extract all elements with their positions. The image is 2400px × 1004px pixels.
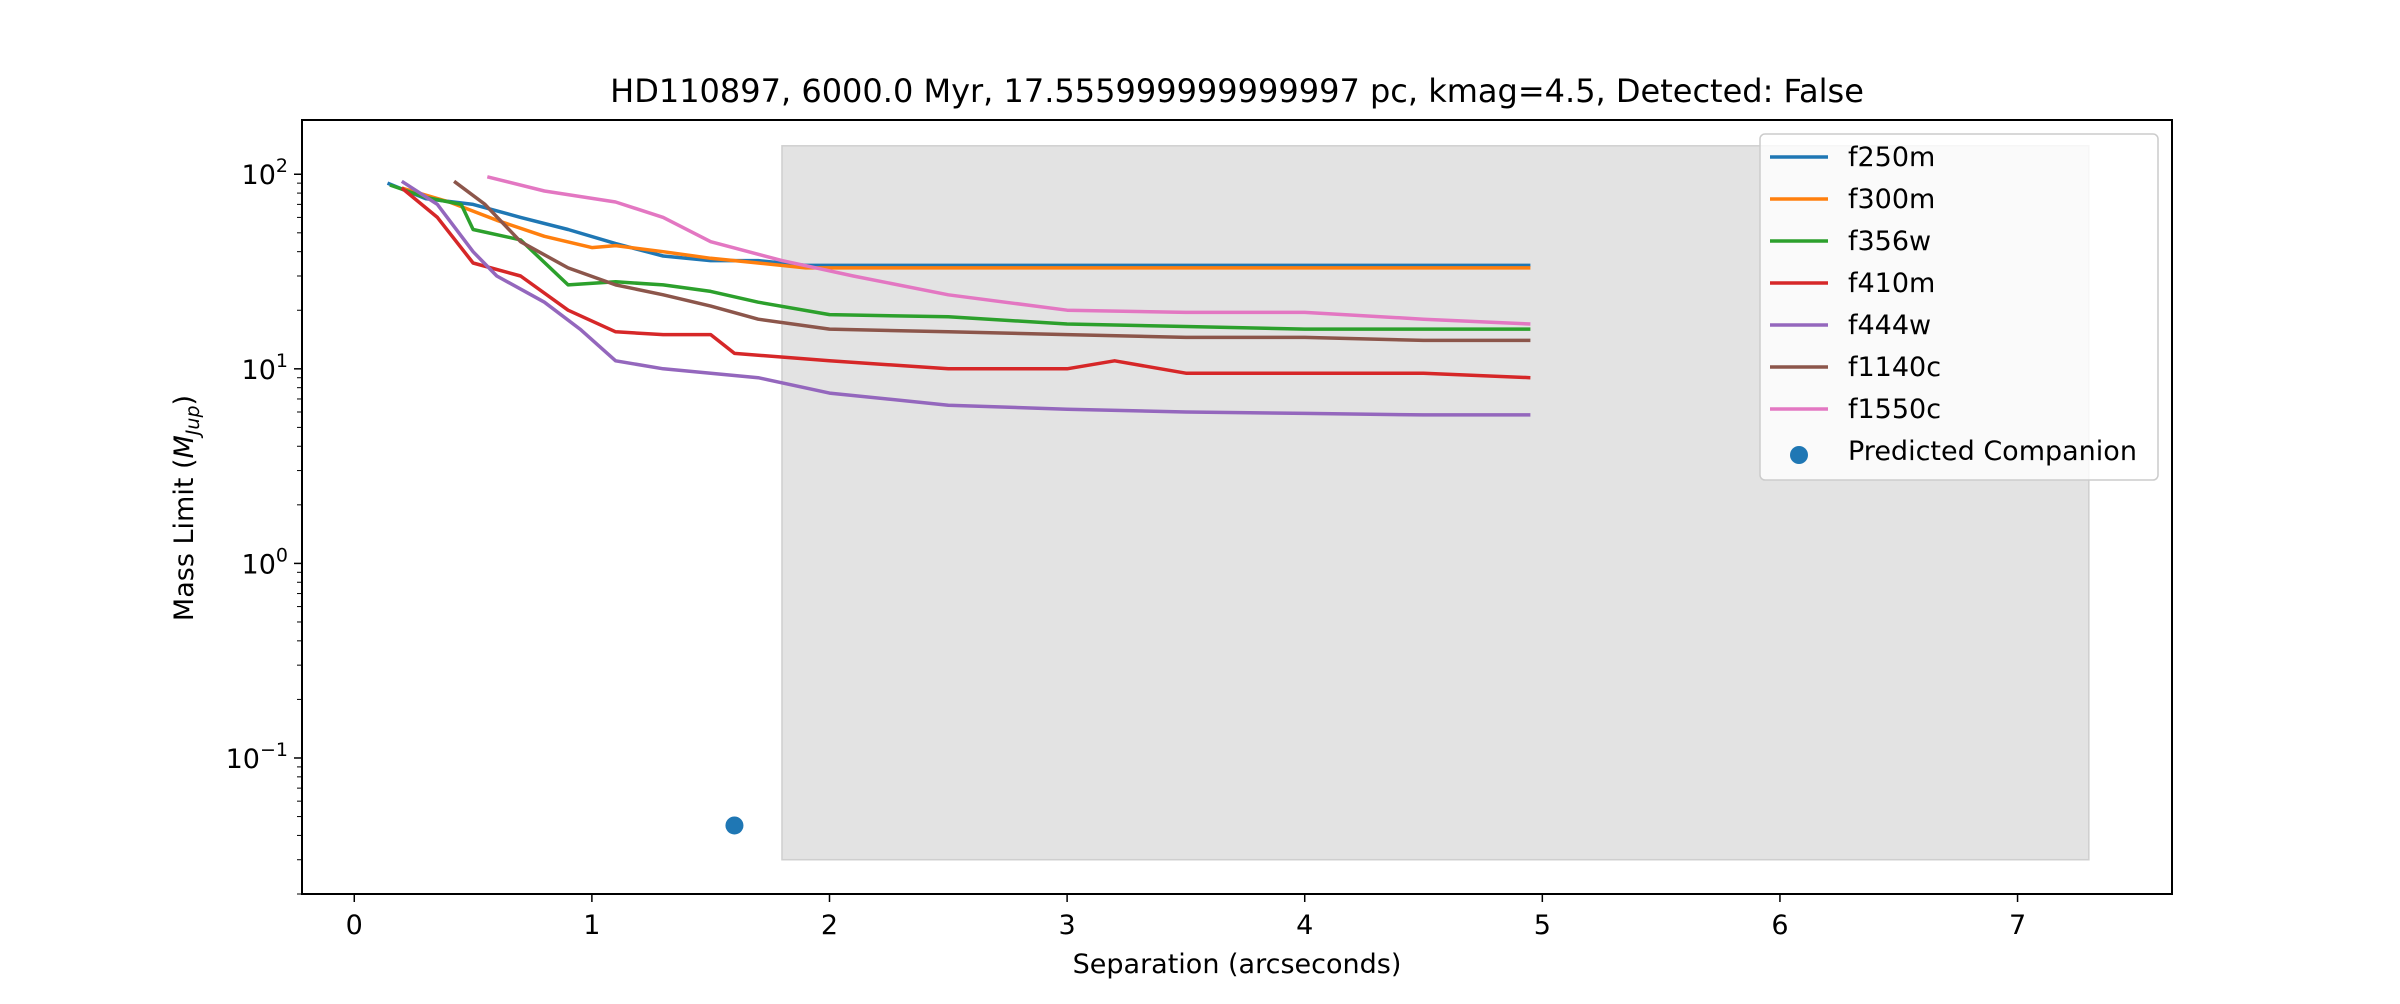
x-tick-label-6: 6 [1771, 910, 1788, 941]
y-tick-label: 102 [242, 155, 288, 191]
y-axis-label: Mass Limit (MJup) [169, 395, 204, 621]
series-line-f444w [400, 179, 1531, 417]
chart-title: HD110897, 6000.0 Myr, 17.555999999999997… [610, 72, 1864, 110]
series-line-f356w [389, 183, 1531, 331]
legend-label-f250m: f250m [1848, 142, 1935, 173]
series-line-f1550c [486, 175, 1531, 326]
x-tick-label-7: 7 [2009, 910, 2026, 941]
x-tick-label-1: 1 [583, 910, 600, 941]
legend: f250m f300m f356w f410m f444w f1140c f1550c Pre… [1759, 133, 2159, 481]
legend-label-f300m: f300m [1848, 184, 1935, 215]
x-tick-label-4: 4 [1296, 910, 1313, 941]
y-tick-label: 10−1 [226, 739, 288, 775]
x-tick-label-5: 5 [1534, 910, 1551, 941]
series-line-f410m [400, 186, 1531, 380]
y-tick-label: 101 [242, 350, 288, 386]
x-axis-label: Separation (arcseconds) [1073, 949, 1402, 980]
legend-label-f1550c: f1550c [1848, 394, 1941, 425]
series-line-f1140c [453, 179, 1531, 343]
legend-label-f1140c: f1140c [1848, 352, 1941, 383]
y-axis-label-text: Mass Limit (MJup) [169, 395, 204, 621]
axes: 0 1 2 3 4 5 6 7 10−1 100 101 102 [226, 119, 2173, 941]
legend-label-predicted-companion: Predicted Companion [1848, 436, 2137, 467]
legend-label-f444w: f444w [1848, 310, 1931, 341]
x-tick-label-2: 2 [821, 910, 838, 941]
series-line-f300m [401, 186, 1531, 270]
legend-label-f410m: f410m [1848, 268, 1935, 299]
legend-marker-predicted-companion [1790, 446, 1808, 464]
x-tick-label-3: 3 [1059, 910, 1076, 941]
scatter-point-predicted-companion [725, 816, 744, 835]
series-line-f250m [386, 181, 1531, 268]
axes-frame [301, 119, 2173, 895]
y-tick-label: 100 [242, 544, 288, 580]
legend-label-f356w: f356w [1848, 226, 1931, 257]
x-tick-label-0: 0 [346, 910, 363, 941]
legend-box [1759, 133, 2159, 481]
